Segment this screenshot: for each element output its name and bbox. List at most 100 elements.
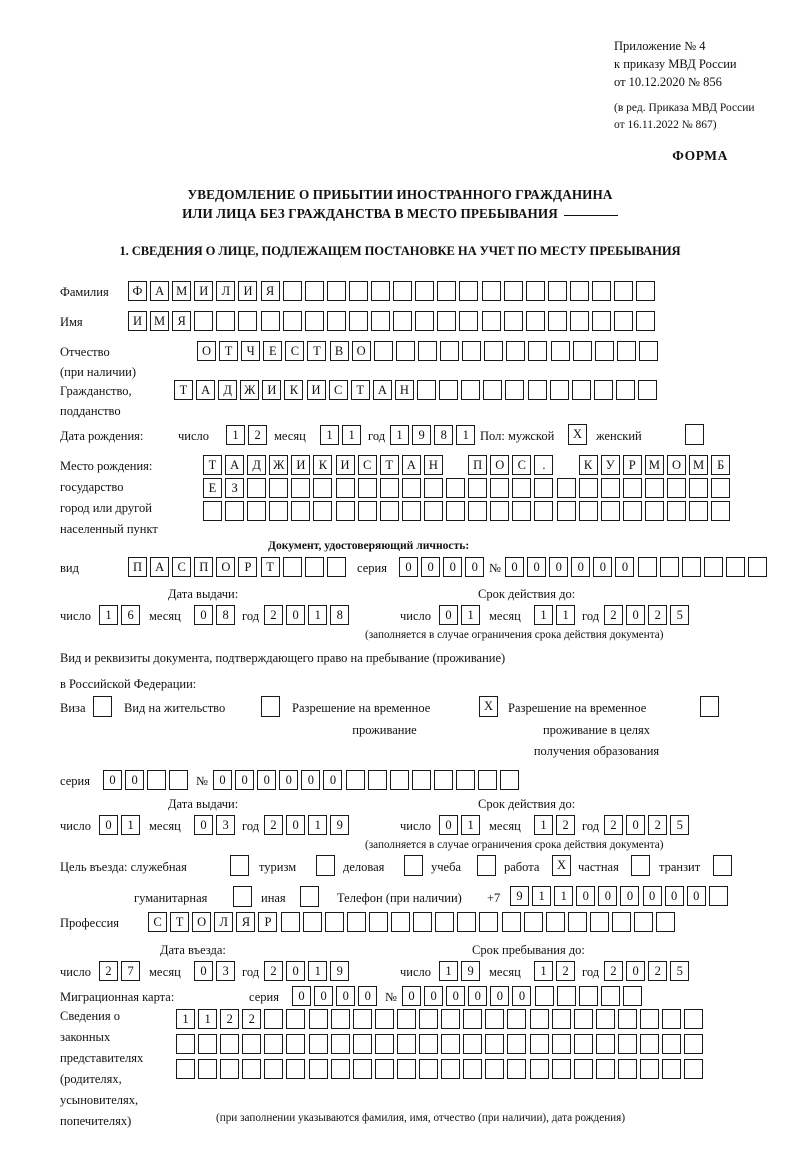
char-box[interactable] bbox=[435, 912, 455, 932]
char-box[interactable] bbox=[507, 1009, 527, 1029]
char-box[interactable] bbox=[441, 1009, 461, 1029]
char-box[interactable] bbox=[551, 1059, 571, 1079]
char-box[interactable] bbox=[578, 986, 598, 1006]
purpose-work-checkbox[interactable]: X bbox=[552, 855, 571, 876]
char-box[interactable]: 0 bbox=[490, 986, 510, 1006]
char-box[interactable]: 0 bbox=[505, 557, 524, 577]
char-box[interactable] bbox=[461, 380, 481, 400]
char-box[interactable] bbox=[549, 380, 569, 400]
char-box[interactable] bbox=[507, 1034, 527, 1054]
char-box[interactable]: О bbox=[192, 912, 212, 932]
char-box[interactable] bbox=[637, 557, 657, 577]
char-box[interactable] bbox=[176, 1059, 195, 1079]
char-box[interactable]: 0 bbox=[620, 886, 640, 906]
char-box[interactable]: 0 bbox=[549, 557, 569, 577]
char-box[interactable]: О bbox=[490, 455, 510, 475]
temp-residence-edu-checkbox[interactable] bbox=[700, 696, 719, 717]
char-box[interactable] bbox=[534, 478, 554, 498]
char-box[interactable] bbox=[419, 1009, 439, 1029]
char-box[interactable]: Н bbox=[423, 455, 443, 475]
char-box[interactable] bbox=[326, 311, 346, 331]
char-box[interactable]: Р bbox=[258, 912, 278, 932]
char-box[interactable] bbox=[507, 1059, 527, 1079]
char-box[interactable] bbox=[396, 1059, 416, 1079]
char-box[interactable]: Т bbox=[350, 380, 370, 400]
char-box[interactable]: 0 bbox=[446, 986, 466, 1006]
char-box[interactable] bbox=[708, 886, 728, 906]
char-box[interactable]: С bbox=[285, 341, 305, 361]
char-box[interactable] bbox=[439, 380, 459, 400]
char-box[interactable]: 1 bbox=[308, 605, 328, 625]
char-box[interactable] bbox=[247, 501, 267, 521]
char-box[interactable] bbox=[264, 1059, 284, 1079]
char-box[interactable] bbox=[291, 501, 311, 521]
char-box[interactable]: Ф bbox=[128, 281, 147, 301]
purpose-official-checkbox[interactable] bbox=[230, 855, 249, 876]
char-box[interactable] bbox=[433, 770, 453, 790]
char-box[interactable]: Т bbox=[379, 455, 399, 475]
char-box[interactable]: 0 bbox=[358, 986, 378, 1006]
char-box[interactable]: 9 bbox=[330, 815, 350, 835]
char-box[interactable] bbox=[644, 501, 664, 521]
char-box[interactable]: 0 bbox=[468, 986, 488, 1006]
char-box[interactable] bbox=[490, 478, 510, 498]
char-box[interactable]: 1 bbox=[461, 815, 481, 835]
char-box[interactable]: 1 bbox=[176, 1009, 195, 1029]
char-box[interactable] bbox=[417, 380, 437, 400]
char-box[interactable]: И bbox=[291, 455, 311, 475]
char-box[interactable] bbox=[352, 1034, 372, 1054]
char-box[interactable]: О bbox=[666, 455, 686, 475]
char-box[interactable] bbox=[269, 478, 289, 498]
char-box[interactable] bbox=[567, 912, 587, 932]
char-box[interactable]: 0 bbox=[421, 557, 441, 577]
char-box[interactable]: 2 bbox=[264, 605, 283, 625]
char-box[interactable]: 0 bbox=[257, 770, 277, 790]
char-box[interactable] bbox=[525, 281, 545, 301]
char-box[interactable] bbox=[437, 281, 457, 301]
char-box[interactable] bbox=[529, 1034, 549, 1054]
char-box[interactable]: И bbox=[128, 311, 147, 331]
char-box[interactable]: 2 bbox=[220, 1009, 240, 1029]
char-box[interactable]: Я bbox=[172, 311, 192, 331]
char-box[interactable]: Ч bbox=[241, 341, 261, 361]
char-box[interactable] bbox=[352, 1009, 372, 1029]
char-box[interactable]: 1 bbox=[461, 605, 481, 625]
char-box[interactable] bbox=[393, 281, 413, 301]
char-box[interactable] bbox=[595, 1059, 615, 1079]
char-box[interactable] bbox=[419, 1059, 439, 1079]
char-box[interactable] bbox=[662, 1034, 682, 1054]
char-box[interactable] bbox=[503, 311, 523, 331]
char-box[interactable]: 0 bbox=[314, 986, 334, 1006]
char-box[interactable] bbox=[446, 478, 466, 498]
sex-female-checkbox[interactable] bbox=[685, 424, 704, 445]
char-box[interactable]: 1 bbox=[532, 886, 552, 906]
char-box[interactable] bbox=[282, 281, 302, 301]
char-box[interactable] bbox=[573, 1059, 593, 1079]
char-box[interactable] bbox=[689, 478, 709, 498]
char-box[interactable]: Т bbox=[170, 912, 190, 932]
char-box[interactable] bbox=[456, 770, 476, 790]
char-box[interactable]: 9 bbox=[461, 961, 481, 981]
char-box[interactable]: Л bbox=[214, 912, 234, 932]
char-box[interactable]: 0 bbox=[615, 557, 635, 577]
char-box[interactable]: И bbox=[194, 281, 214, 301]
char-box[interactable] bbox=[529, 1009, 549, 1029]
char-box[interactable] bbox=[748, 557, 768, 577]
char-box[interactable]: 9 bbox=[510, 886, 529, 906]
char-box[interactable]: У bbox=[600, 455, 620, 475]
char-box[interactable]: 0 bbox=[626, 961, 646, 981]
